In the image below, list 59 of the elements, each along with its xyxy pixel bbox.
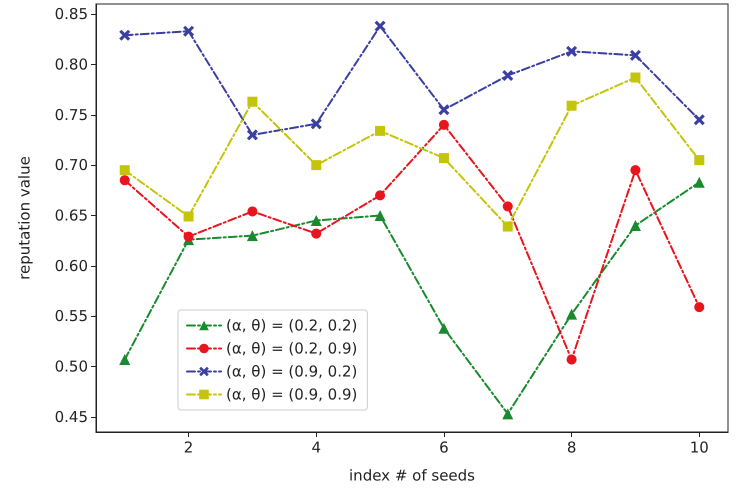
y-axis-title: reputation value (16, 156, 34, 280)
y-tick-label: 0.45 (54, 408, 88, 426)
point (438, 104, 450, 116)
y-tick-label: 0.55 (54, 307, 88, 326)
point (120, 175, 130, 186)
point (566, 100, 577, 111)
point (566, 46, 578, 57)
point (566, 354, 577, 364)
point (184, 211, 194, 222)
point (310, 118, 322, 130)
point (630, 165, 640, 176)
point (375, 190, 386, 200)
y-tick-label: 0.60 (54, 256, 88, 275)
x-tick-label: 8 (566, 438, 576, 456)
legend-label: (α, θ) = (0.2, 0.2) (226, 316, 358, 334)
y-tick-label: 0.65 (54, 206, 88, 224)
point (630, 72, 640, 83)
point (502, 201, 513, 212)
point (502, 222, 513, 232)
x-tick-label: 6 (439, 438, 449, 456)
point (694, 176, 705, 188)
point (438, 120, 449, 130)
y-tick-label: 0.85 (54, 5, 88, 24)
point (246, 129, 258, 140)
point (502, 408, 514, 420)
point (183, 26, 194, 37)
y-tick-label: 0.50 (54, 358, 88, 376)
point (694, 114, 705, 126)
point (566, 308, 578, 320)
point (247, 96, 258, 107)
point (374, 20, 386, 32)
y-tick-label: 0.80 (54, 55, 88, 74)
point (630, 50, 641, 61)
x-tick-label: 2 (184, 438, 194, 456)
point (184, 232, 194, 242)
legend-label: (α, θ) = (0.9, 0.2) (226, 362, 358, 380)
y-tick-label: 0.75 (54, 106, 88, 124)
x-axis-title: index # of seeds (349, 466, 476, 484)
point (119, 30, 130, 41)
point (246, 230, 258, 242)
point (694, 155, 704, 166)
point (438, 153, 449, 164)
legend-label: (α, θ) = (0.9, 0.9) (226, 386, 358, 404)
point (630, 220, 641, 232)
point (375, 126, 386, 136)
point (311, 228, 322, 239)
point (311, 160, 322, 170)
x-tick-label: 10 (690, 438, 709, 456)
x-tick-label: 4 (311, 438, 322, 456)
legend-label: (α, θ) = (0.2, 0.9) (226, 340, 358, 358)
point (374, 210, 386, 221)
point (120, 165, 130, 176)
point (247, 206, 258, 216)
point (694, 302, 704, 312)
point (438, 322, 450, 334)
point (310, 215, 322, 226)
point (502, 70, 514, 81)
y-tick-label: 0.70 (54, 156, 88, 174)
point (119, 354, 130, 365)
